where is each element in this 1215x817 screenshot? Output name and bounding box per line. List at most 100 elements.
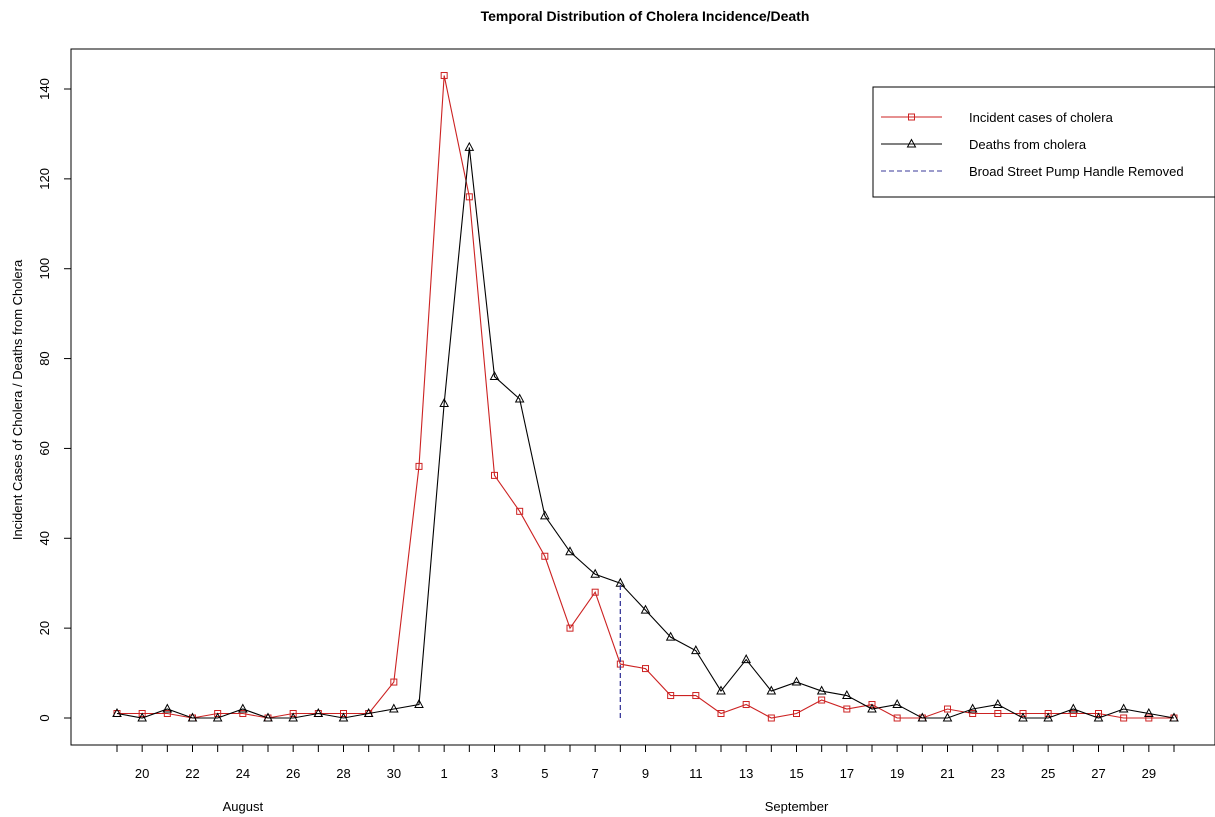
y-tick-label: 0 — [37, 714, 52, 721]
legend-marker — [908, 113, 915, 121]
data-point — [1068, 703, 1079, 713]
data-point — [112, 707, 122, 718]
data-point — [389, 703, 399, 713]
data-point — [491, 471, 498, 479]
data-point — [187, 712, 198, 722]
data-point — [289, 710, 297, 718]
data-point — [843, 705, 851, 713]
y-tick-label: 100 — [37, 258, 52, 280]
data-point — [917, 712, 928, 722]
x-tick-label: 26 — [286, 766, 300, 781]
data-point — [214, 710, 222, 718]
x-tick-label: 15 — [789, 766, 803, 781]
y-axis: 0 20 40 60 80 100 120 140 — [37, 78, 72, 722]
y-tick-label: 40 — [37, 531, 52, 545]
data-point — [767, 714, 775, 722]
legend-label: Broad Street Pump Handle Removed — [969, 164, 1184, 179]
month-label: September — [765, 799, 829, 814]
data-point — [591, 588, 599, 596]
data-point — [1095, 710, 1102, 718]
legend-entry: Broad Street Pump Handle Removed — [881, 164, 1184, 179]
data-point — [816, 685, 827, 695]
x-tick-label: 9 — [642, 766, 649, 781]
x-tick-label: 25 — [1041, 766, 1055, 781]
data-point — [288, 712, 298, 722]
x-tick-label: 7 — [592, 766, 599, 781]
chart-title: Temporal Distribution of Cholera Inciden… — [481, 8, 810, 24]
data-point — [138, 710, 146, 718]
x-tick-label: 11 — [689, 766, 703, 781]
data-point — [489, 370, 500, 381]
data-point — [340, 710, 347, 718]
data-point — [414, 698, 424, 709]
legend-entry: Deaths from cholera — [881, 137, 1087, 152]
data-point — [137, 712, 148, 722]
data-point — [690, 645, 701, 655]
data-point — [818, 696, 826, 704]
x-tick-label: 3 — [491, 766, 498, 781]
data-point — [766, 685, 777, 695]
data-point — [716, 685, 726, 695]
data-point — [163, 710, 171, 718]
series-layer — [112, 72, 1179, 722]
y-tick-label: 20 — [37, 621, 52, 635]
data-point — [841, 689, 852, 700]
series-deaths — [112, 141, 1179, 722]
data-point — [944, 705, 951, 713]
data-point — [667, 692, 675, 700]
x-tick-label: 24 — [236, 766, 250, 781]
x-tick-label: 22 — [185, 766, 199, 781]
data-point — [338, 712, 349, 722]
legend-label: Deaths from cholera — [969, 137, 1087, 152]
data-point — [742, 701, 750, 709]
data-point — [541, 552, 549, 560]
x-tick-label: 20 — [135, 766, 149, 781]
y-axis-label: Incident Cases of Cholera / Deaths from … — [10, 259, 25, 540]
data-point — [640, 604, 651, 614]
data-point — [1019, 710, 1027, 718]
x-tick-label: 29 — [1142, 766, 1156, 781]
data-point — [539, 510, 550, 520]
x-tick-label: 17 — [840, 766, 854, 781]
legend-marker — [906, 138, 917, 148]
data-point — [791, 676, 802, 686]
data-point — [1018, 712, 1028, 722]
y-tick-label: 140 — [37, 78, 52, 100]
data-point — [514, 393, 525, 403]
x-tick-label: 5 — [541, 766, 548, 781]
x-tick-label: 27 — [1091, 766, 1105, 781]
data-point — [867, 703, 877, 713]
y-tick-label: 120 — [37, 168, 52, 190]
data-point — [464, 141, 475, 151]
legend-entry: Incident cases of cholera — [881, 110, 1114, 125]
data-point — [1043, 712, 1053, 722]
legend-box — [872, 86, 1215, 198]
y-tick-label: 80 — [37, 351, 52, 365]
data-point — [590, 568, 601, 578]
data-point — [439, 397, 449, 407]
x-tick-label: 21 — [940, 766, 954, 781]
data-point — [642, 665, 649, 673]
data-point — [440, 72, 448, 80]
data-point — [162, 703, 173, 713]
month-labels: August September — [223, 799, 829, 814]
x-tick-label: 1 — [441, 766, 448, 781]
data-point — [390, 678, 398, 686]
data-point — [1093, 712, 1104, 722]
x-tick-label: 19 — [890, 766, 904, 781]
data-point — [741, 654, 752, 664]
y-tick-label: 60 — [37, 441, 52, 455]
data-point — [793, 710, 800, 718]
x-tick-label: 23 — [991, 766, 1005, 781]
data-point — [1069, 710, 1077, 718]
data-point — [212, 712, 223, 722]
data-point — [892, 698, 903, 709]
legend: Incident cases of cholera Deaths from cho… — [872, 86, 1215, 198]
data-point — [1145, 714, 1153, 722]
data-point — [363, 707, 374, 718]
series-line — [116, 147, 1175, 719]
data-point — [665, 631, 676, 641]
x-tick-label: 28 — [336, 766, 350, 781]
data-point — [868, 701, 876, 709]
